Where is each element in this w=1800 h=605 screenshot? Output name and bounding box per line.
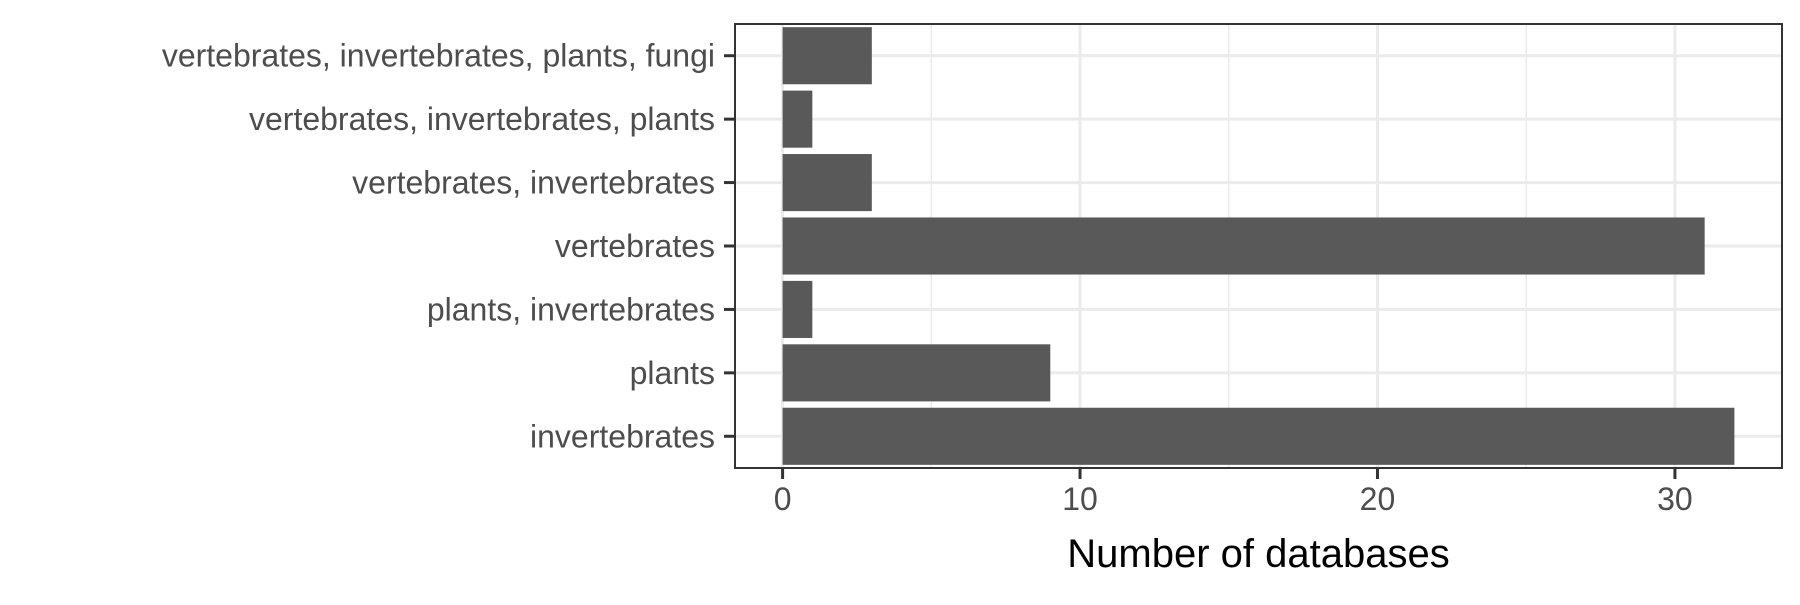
- bar-vertebrates-invertebrates-plants-fungi: [782, 27, 872, 85]
- x-tick-label: 10: [1062, 481, 1098, 517]
- bar-plants: [782, 344, 1051, 402]
- x-tick-label: 0: [774, 481, 792, 517]
- x-tick-label: 30: [1657, 481, 1693, 517]
- y-tick-label: plants: [630, 355, 715, 391]
- bars: [782, 27, 1735, 465]
- y-tick-label: vertebrates: [555, 228, 715, 264]
- y-tick-label: vertebrates, invertebrates: [352, 165, 715, 201]
- bar-vertebrates-invertebrates-plants: [782, 90, 813, 148]
- bar-vertebrates-invertebrates: [782, 154, 872, 212]
- bar-invertebrates: [782, 407, 1735, 465]
- y-tick-label: vertebrates, invertebrates, plants, fung…: [162, 38, 715, 74]
- y-axis: invertebrates plants plants, invertebrates…: [162, 38, 735, 454]
- y-tick-label: plants, invertebrates: [427, 291, 715, 327]
- y-tick-label: vertebrates, invertebrates, plants: [249, 101, 715, 137]
- x-axis: 0 10 20 30: [774, 468, 1693, 517]
- x-axis-title: Number of databases: [1067, 532, 1449, 576]
- x-tick-label: 20: [1360, 481, 1396, 517]
- bar-vertebrates: [782, 217, 1705, 275]
- y-tick-label: invertebrates: [530, 418, 715, 454]
- bar-plants-invertebrates: [782, 280, 813, 338]
